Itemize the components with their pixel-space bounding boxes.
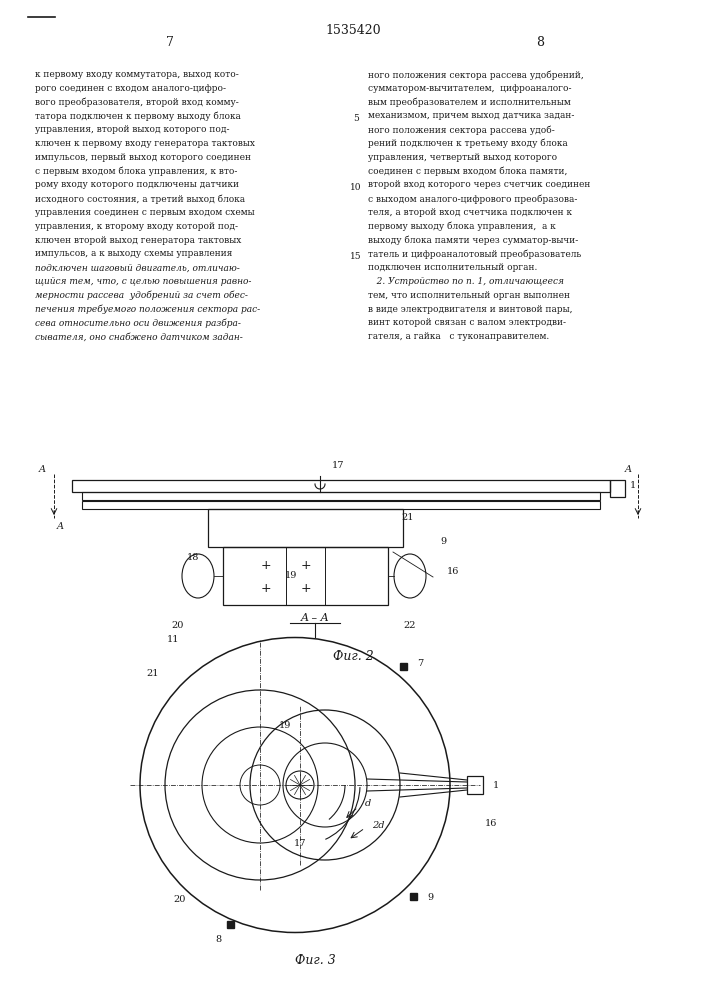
Text: сева относительно оси движения разбра-: сева относительно оси движения разбра- (35, 318, 241, 328)
Text: 17: 17 (293, 838, 306, 848)
Text: гателя, а гайка   с туконаправителем.: гателя, а гайка с туконаправителем. (368, 332, 549, 341)
Text: 19: 19 (284, 572, 297, 580)
Text: с первым входом блока управления, к вто-: с первым входом блока управления, к вто- (35, 167, 238, 176)
Text: 21: 21 (147, 668, 159, 678)
Text: управления, к второму входу которой под-: управления, к второму входу которой под- (35, 222, 238, 231)
Text: 8: 8 (536, 36, 544, 49)
Bar (223, 547, 388, 605)
Text: управления, второй выход которого под-: управления, второй выход которого под- (35, 125, 230, 134)
Text: вого преобразователя, второй вход комму-: вого преобразователя, второй вход комму- (35, 98, 239, 107)
Text: ного положения сектора рассева удоб-: ного положения сектора рассева удоб- (368, 125, 555, 135)
Text: 8: 8 (215, 935, 221, 944)
Text: щийся тем, что, с целью повышения равно-: щийся тем, что, с целью повышения равно- (35, 277, 252, 286)
Bar (610, 480, 625, 497)
Text: ного положения сектора рассева удобрений,: ного положения сектора рассева удобрений… (368, 70, 584, 80)
Text: рений подключен к третьему входу блока: рений подключен к третьему входу блока (368, 139, 568, 148)
Text: рому входу которого подключены датчики: рому входу которого подключены датчики (35, 180, 239, 189)
Text: к первому входу коммутатора, выход кото-: к первому входу коммутатора, выход кото- (35, 70, 239, 79)
Text: ключен к первому входу генератора тактовых: ключен к первому входу генератора тактов… (35, 139, 255, 148)
Text: печения требуемого положения сектора рас-: печения требуемого положения сектора рас… (35, 305, 260, 314)
Text: вым преобразователем и исполнительным: вым преобразователем и исполнительным (368, 98, 571, 107)
Text: Фиг. 3: Фиг. 3 (295, 954, 335, 966)
Bar (400, 663, 407, 670)
Text: 2d: 2d (372, 820, 385, 830)
Text: 11: 11 (167, 635, 180, 644)
Text: рого соединен с входом аналого-цифро-: рого соединен с входом аналого-цифро- (35, 84, 226, 93)
Text: +: + (300, 559, 311, 572)
Text: импульсов, первый выход которого соединен: импульсов, первый выход которого соедине… (35, 153, 251, 162)
Bar (227, 921, 234, 928)
Text: 15: 15 (350, 252, 362, 261)
Text: сывателя, оно снабжено датчиком задан-: сывателя, оно снабжено датчиком задан- (35, 332, 243, 341)
Text: 18: 18 (187, 552, 199, 562)
Text: 5: 5 (353, 114, 359, 123)
Text: 2. Устройство по п. 1, отличающееся: 2. Устройство по п. 1, отличающееся (368, 277, 564, 286)
Text: d: d (365, 798, 371, 808)
Text: +: + (261, 559, 271, 572)
Text: управления, четвертый выход которого: управления, четвертый выход которого (368, 153, 557, 162)
Text: тем, что исполнительный орган выполнен: тем, что исполнительный орган выполнен (368, 291, 570, 300)
Text: соединен с первым входом блока памяти,: соединен с первым входом блока памяти, (368, 167, 568, 176)
Text: 1535420: 1535420 (325, 23, 381, 36)
Text: 9: 9 (440, 538, 446, 546)
Bar (467, 776, 483, 794)
Text: 22: 22 (404, 621, 416, 630)
Bar (410, 893, 417, 900)
Bar (208, 509, 403, 547)
Text: татель и цифроаналотовый преобразователь: татель и цифроаналотовый преобразователь (368, 249, 581, 259)
Bar (72, 480, 610, 492)
Text: с выходом аналого-цифрового преобразова-: с выходом аналого-цифрового преобразова- (368, 194, 578, 204)
Text: сумматором-вычитателем,  цифроаналого-: сумматором-вычитателем, цифроаналого- (368, 84, 571, 93)
Text: A: A (624, 465, 631, 474)
Text: 20: 20 (174, 896, 186, 904)
Text: выходу блока памяти через сумматор-вычи-: выходу блока памяти через сумматор-вычи- (368, 236, 578, 245)
Text: татора подключен к первому выходу блока: татора подключен к первому выходу блока (35, 111, 241, 121)
Text: 19: 19 (279, 720, 291, 730)
Text: +: + (300, 582, 311, 595)
Text: A: A (38, 465, 45, 474)
Text: 17: 17 (332, 460, 344, 470)
Text: подключен шаговый двигатель, отличаю-: подключен шаговый двигатель, отличаю- (35, 263, 240, 272)
Text: 7: 7 (417, 658, 423, 668)
Text: первому выходу блока управления,  а к: первому выходу блока управления, а к (368, 222, 556, 231)
Text: теля, а второй вход счетчика подключен к: теля, а второй вход счетчика подключен к (368, 208, 572, 217)
Text: +: + (261, 582, 271, 595)
Text: 20: 20 (172, 621, 185, 630)
Text: в виде электродвигателя и винтовой пары,: в виде электродвигателя и винтовой пары, (368, 305, 573, 314)
Text: 21: 21 (402, 512, 414, 522)
Text: мерности рассева  удобрений за счет обес-: мерности рассева удобрений за счет обес- (35, 291, 248, 300)
Text: импульсов, а к выходу схемы управления: импульсов, а к выходу схемы управления (35, 249, 233, 258)
Text: 1: 1 (493, 780, 499, 790)
Text: подключен исполнительный орган.: подключен исполнительный орган. (368, 263, 537, 272)
Text: ключен второй выход генератора тактовых: ключен второй выход генератора тактовых (35, 236, 241, 245)
Text: механизмом, причем выход датчика задан-: механизмом, причем выход датчика задан- (368, 111, 574, 120)
Text: 7: 7 (166, 36, 174, 49)
Text: исходного состояния, а третий выход блока: исходного состояния, а третий выход блок… (35, 194, 245, 204)
Text: 9: 9 (427, 892, 433, 902)
Text: 10: 10 (350, 183, 362, 192)
Text: винт которой связан с валом электродви-: винт которой связан с валом электродви- (368, 318, 566, 327)
Bar (82, 492, 600, 500)
Text: 16: 16 (447, 568, 459, 576)
Text: управления соединен с первым входом схемы: управления соединен с первым входом схем… (35, 208, 255, 217)
Text: A – A: A – A (300, 613, 329, 623)
Text: 1: 1 (630, 481, 636, 489)
Text: 16: 16 (485, 818, 498, 828)
Text: A: A (57, 522, 64, 531)
Bar (82, 501, 600, 509)
Text: второй вход которого через счетчик соединен: второй вход которого через счетчик соеди… (368, 180, 590, 189)
Text: Фиг. 2: Фиг. 2 (332, 650, 373, 664)
